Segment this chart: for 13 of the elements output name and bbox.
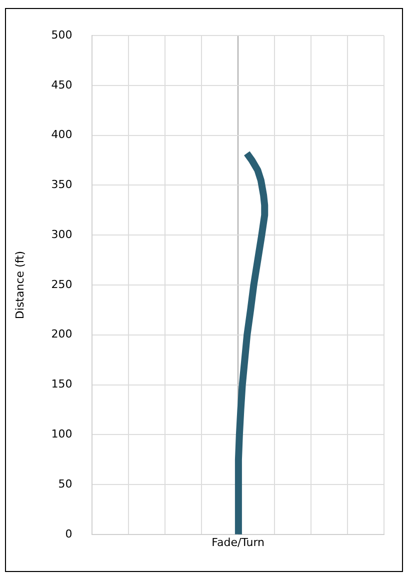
y-tick-label: 150: [51, 378, 72, 391]
y-tick-label: 400: [51, 128, 72, 142]
y-tick-label: 200: [51, 328, 72, 341]
y-axis-title: Distance (ft): [13, 250, 26, 320]
y-tick-label: 100: [51, 428, 72, 440]
y-tick-label: 50: [58, 477, 72, 490]
y-tick-label: 500: [51, 28, 72, 42]
y-tick-label: 0: [65, 527, 72, 540]
y-tick-label: 350: [51, 178, 72, 192]
y-tick-label: 300: [51, 228, 72, 241]
y-tick-label: 250: [51, 278, 72, 291]
x-axis-title: Fade/Turn: [212, 536, 265, 549]
y-tick-label: 450: [51, 78, 72, 92]
